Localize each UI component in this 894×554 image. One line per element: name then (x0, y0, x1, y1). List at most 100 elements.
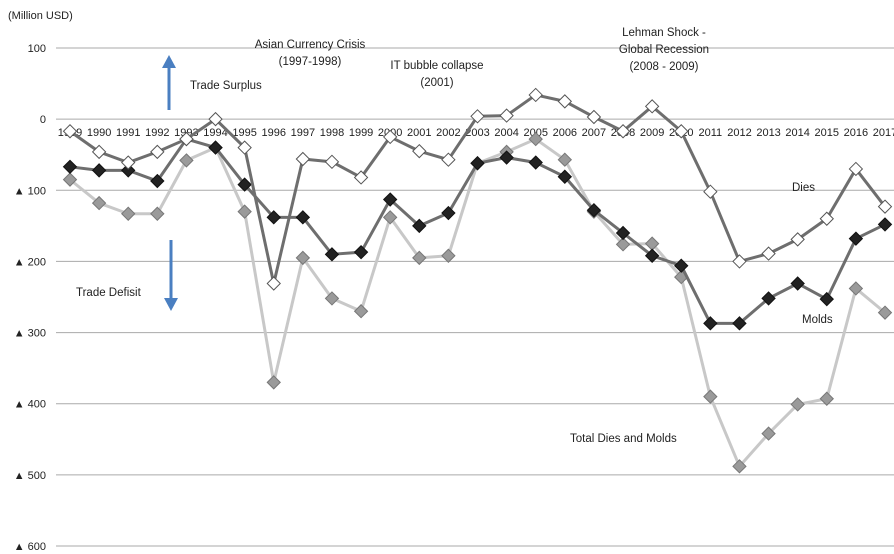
data-point-dies (295, 151, 311, 167)
arrows (162, 55, 178, 311)
data-point-dies (703, 184, 718, 199)
data-point-dies (266, 276, 281, 291)
data-point-molds (208, 140, 223, 155)
data-point-dies (732, 254, 747, 269)
data-point-dies (353, 170, 369, 185)
data-point-total-dies-and-molds (761, 426, 776, 441)
data-point-dies (674, 124, 689, 139)
y-tick-label: ▲ 400 (14, 399, 46, 411)
data-point-molds (266, 210, 281, 225)
series-name-labels: Dies Molds Total Dies and Molds (570, 182, 833, 445)
data-point-molds (412, 218, 427, 234)
x-tick-label: 2002 (436, 127, 460, 139)
data-point-dies (441, 152, 456, 167)
x-tick-label: 2016 (844, 127, 868, 139)
data-point-dies (412, 143, 427, 159)
y-tick-label: ▲ 500 (14, 470, 46, 482)
data-point-dies (150, 144, 165, 160)
y-tick-label: ▲ 300 (14, 328, 46, 340)
data-point-total-dies-and-molds (819, 391, 834, 406)
x-tick-label: 2003 (465, 127, 489, 139)
data-point-molds (324, 247, 340, 262)
data-point-dies (179, 131, 194, 147)
data-point-molds (732, 316, 747, 331)
data-point-dies (761, 246, 776, 261)
unit-label: (Million USD) (8, 10, 73, 22)
data-point-total-dies-and-molds (703, 389, 718, 404)
data-point-total-dies-and-molds (877, 305, 893, 320)
data-point-dies (121, 155, 136, 170)
annotation-lehman-subtitle: Global Recession (619, 44, 709, 56)
annotation-it-bubble-year: (2001) (420, 77, 453, 89)
x-tick-label: 1999 (349, 127, 373, 139)
annotation-it-bubble-title: IT bubble collapse (390, 60, 483, 72)
data-point-total-dies-and-molds (615, 237, 631, 252)
data-point-molds (121, 163, 136, 178)
data-point-total-dies-and-molds (91, 195, 107, 211)
data-point-total-dies-and-molds (266, 375, 281, 390)
data-point-total-dies-and-molds (382, 210, 398, 225)
data-point-dies (237, 140, 252, 155)
y-tick-label: ▲ 200 (14, 256, 46, 268)
data-point-total-dies-and-molds (528, 131, 543, 147)
data-point-dies (62, 124, 78, 139)
data-point-molds (528, 155, 543, 170)
data-point-total-dies-and-molds (62, 172, 78, 187)
x-tick-label: 2006 (553, 127, 577, 139)
x-tick-label: 2011 (699, 127, 723, 139)
data-point-molds (557, 169, 573, 184)
y-tick-label: 100 (28, 43, 46, 55)
data-point-total-dies-and-molds (150, 206, 165, 221)
data-point-molds (353, 244, 369, 260)
x-tick-label: 1990 (87, 127, 111, 139)
annotation-trade-surplus: Trade Surplus (190, 80, 262, 92)
data-point-molds (499, 150, 514, 165)
series-molds (62, 131, 893, 331)
x-tick-label: 2015 (815, 127, 839, 139)
data-point-molds (382, 192, 398, 207)
data-point-total-dies-and-molds (441, 248, 456, 263)
x-tick-label: 2007 (582, 127, 606, 139)
x-tick-label: 2004 (494, 127, 518, 139)
data-point-dies (615, 124, 631, 139)
data-point-molds (819, 291, 834, 307)
series-label-molds: Molds (802, 314, 833, 326)
data-point-molds (615, 225, 631, 241)
data-point-dies (499, 108, 514, 123)
annotation-asian-crisis-years: (1997-1998) (279, 56, 342, 68)
data-point-dies (819, 211, 834, 226)
series-dies (62, 87, 893, 291)
data-point-total-dies-and-molds (557, 152, 573, 167)
data-point-dies (586, 109, 602, 125)
data-point-molds (674, 258, 689, 273)
data-point-total-dies-and-molds (353, 304, 369, 319)
data-point-total-dies-and-molds (295, 250, 311, 266)
annotation-trade-defisit: Trade Defisit (76, 287, 142, 299)
data-point-dies (91, 144, 107, 160)
x-tick-label: 2009 (640, 127, 664, 139)
y-tick-label: 0 (40, 114, 46, 126)
x-tick-label: 1996 (262, 127, 286, 139)
annotations: Asian Currency Crisis (1997-1998) IT bub… (76, 27, 709, 299)
x-axis-ticks: 1989199019911992199319941995199619971998… (58, 127, 894, 139)
annotation-lehman-years: (2008 - 2009) (629, 61, 698, 73)
x-tick-label: 2013 (756, 127, 780, 139)
data-point-molds (877, 217, 893, 232)
data-point-molds (703, 316, 718, 331)
trade-defisit-arrow-icon (164, 240, 178, 311)
trade-surplus-arrow-icon (162, 55, 176, 110)
x-tick-label: 2012 (727, 127, 751, 139)
data-point-total-dies-and-molds (848, 281, 864, 296)
data-point-total-dies-and-molds (237, 204, 252, 219)
y-tick-label: ▲ 600 (14, 541, 46, 553)
annotation-lehman-title: Lehman Shock - (622, 27, 706, 39)
x-tick-label: 1994 (203, 127, 227, 139)
data-point-total-dies-and-molds (121, 206, 136, 221)
data-point-molds (586, 202, 602, 218)
data-point-dies (877, 199, 893, 214)
data-point-molds (644, 248, 660, 263)
data-point-molds (62, 159, 78, 175)
x-tick-label: 1997 (291, 127, 315, 139)
